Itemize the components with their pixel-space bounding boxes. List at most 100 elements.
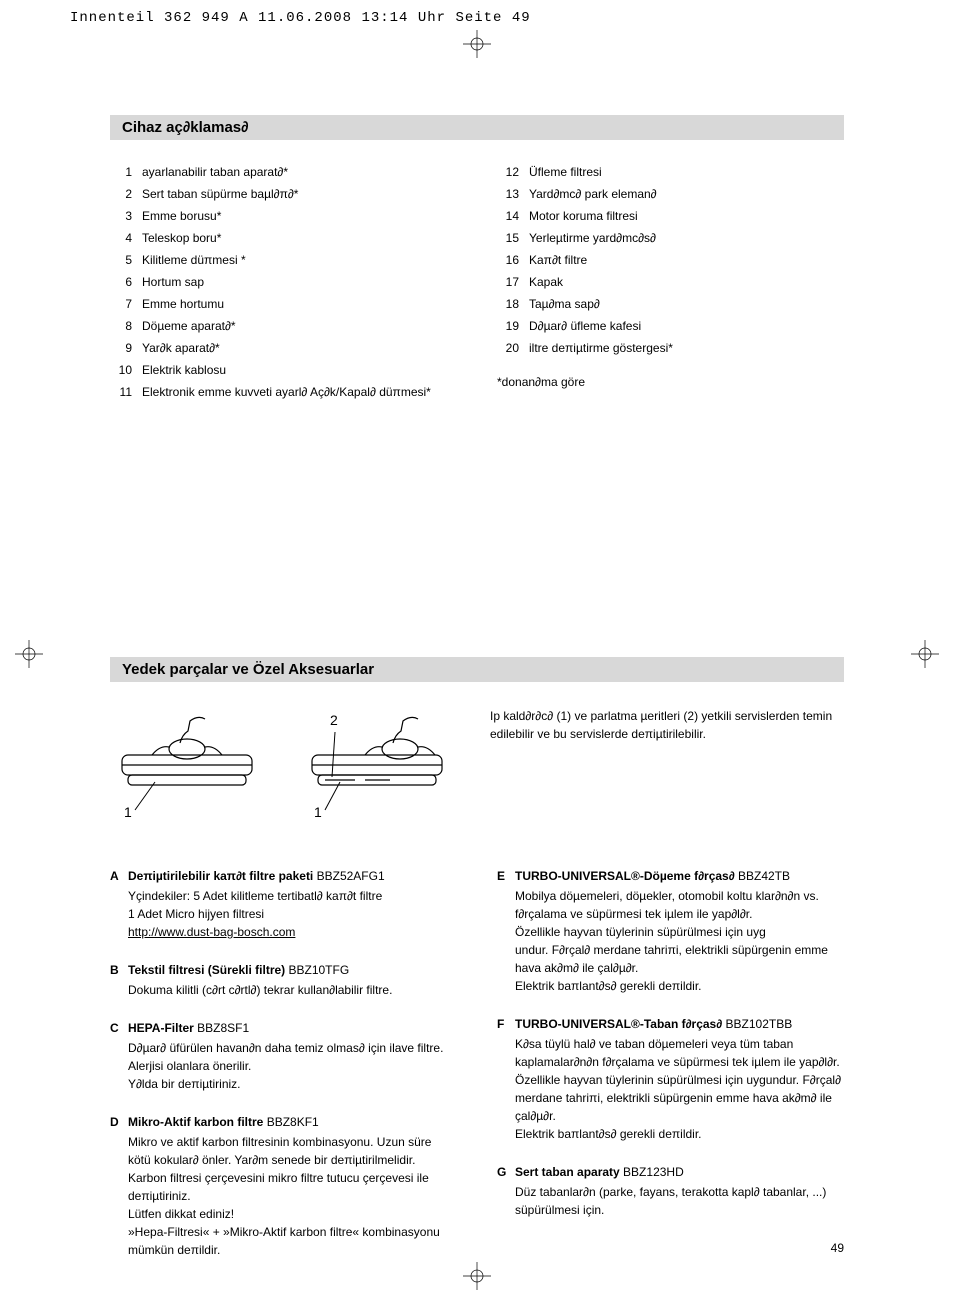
accessory-item: ETURBO-UNIVERSAL®-Döµeme f∂rças∂ BBZ42TB… xyxy=(497,867,844,995)
accessory-title: Deπiµtirilebilir kaπ∂t filtre paketi xyxy=(128,869,313,883)
part-label: Kilitleme düπmesi * xyxy=(142,253,246,267)
part-number: 4 xyxy=(110,231,132,245)
part-item: 6 Hortum sap xyxy=(110,275,457,289)
part-item: 10 Elektrik kablosu xyxy=(110,363,457,377)
part-item: 4 Teleskop boru* xyxy=(110,231,457,245)
accessory-letter: E xyxy=(497,867,515,995)
part-item: 9Yar∂k aparat∂* xyxy=(110,341,457,355)
part-number: 10 xyxy=(110,363,132,377)
part-item: 8 Döµeme aparat∂* xyxy=(110,319,457,333)
accessory-description: D∂µar∂ üfürülen havan∂n daha temiz olmas… xyxy=(128,1039,457,1093)
parts-col-right: 12Üfleme filtresi 13 Yard∂mc∂ park eleman∂… xyxy=(497,165,844,407)
part-label: Yard∂mc∂ park eleman∂ xyxy=(529,187,657,201)
accessory-code: BBZ8SF1 xyxy=(194,1021,249,1035)
accessories-grid: ADeπiµtirilebilir kaπ∂t filtre paketi BB… xyxy=(110,867,844,1279)
section2: Yedek parçalar ve Özel Aksesuarlar 1 xyxy=(110,657,844,1279)
accessory-letter: C xyxy=(110,1019,128,1093)
part-item: 16Kaπ∂t filtre xyxy=(497,253,844,267)
part-item: 18Taµ∂ma sap∂ xyxy=(497,297,844,311)
accessory-title: Mikro-Aktif karbon filtre xyxy=(128,1115,263,1129)
part-item: 19 D∂µar∂ üfleme kafesi xyxy=(497,319,844,333)
accessory-description: Mobilya döµemeleri, döµekler, otomobil k… xyxy=(515,887,844,995)
part-number: 9 xyxy=(110,341,132,355)
accessory-description: Dokuma kilitli (c∂rt c∂rtl∂) tekrar kull… xyxy=(128,981,457,999)
part-label: iltre deπiµtirme göstergesi* xyxy=(529,341,673,355)
accessory-item: ADeπiµtirilebilir kaπ∂t filtre paketi BB… xyxy=(110,867,457,941)
part-item: 20 iltre deπiµtirme göstergesi* xyxy=(497,341,844,355)
diagram-description: Ip kald∂r∂c∂ (1) ve parlatma µeritleri (… xyxy=(490,707,844,743)
diagram-row: 1 1 xyxy=(110,707,844,827)
part-label: Emme borusu* xyxy=(142,209,221,223)
part-label: Kapak xyxy=(529,275,563,289)
part-label: D∂µar∂ üfleme kafesi xyxy=(529,319,641,333)
print-header: Innenteil 362 949 A 11.06.2008 13:14 Uhr… xyxy=(70,10,531,26)
accessory-letter: G xyxy=(497,1163,515,1219)
accessory-title: TURBO-UNIVERSAL®-Taban f∂rças∂ xyxy=(515,1017,722,1031)
part-label: Kaπ∂t filtre xyxy=(529,253,587,267)
part-number: 7 xyxy=(110,297,132,311)
accessory-title: Sert taban aparaty xyxy=(515,1165,620,1179)
part-number: 13 xyxy=(497,187,519,201)
accessory-title: Tekstil filtresi (Sürekli filtre) xyxy=(128,963,285,977)
accessory-code: BBZ52AFG1 xyxy=(313,869,384,883)
accessory-code: BBZ102TBB xyxy=(722,1017,792,1031)
accessory-description: Düz tabanlar∂n (parke, fayans, terakotta… xyxy=(515,1183,844,1219)
part-item: 13 Yard∂mc∂ park eleman∂ xyxy=(497,187,844,201)
crop-mark-right xyxy=(911,640,939,668)
accessory-code: BBZ10TFG xyxy=(285,963,349,977)
part-number: 18 xyxy=(497,297,519,311)
part-item: 14 Motor koruma filtresi xyxy=(497,209,844,223)
part-label: Döµeme aparat∂* xyxy=(142,319,236,333)
part-label: Yerleµtirme yard∂mc∂s∂ xyxy=(529,231,656,245)
accessory-title: TURBO-UNIVERSAL®-Döµeme f∂rças∂ xyxy=(515,869,735,883)
part-item: 12Üfleme filtresi xyxy=(497,165,844,179)
part-number: 8 xyxy=(110,319,132,333)
part-label: Hortum sap xyxy=(142,275,204,289)
part-number: 6 xyxy=(110,275,132,289)
accessory-title: HEPA-Filter xyxy=(128,1021,194,1035)
part-number: 20 xyxy=(497,341,519,355)
accessory-letter: D xyxy=(110,1113,128,1259)
diagram1-label1: 1 xyxy=(124,804,132,820)
part-label: Elektrik kablosu xyxy=(142,363,226,377)
part-number: 17 xyxy=(497,275,519,289)
vacuum-diagram-1: 1 xyxy=(110,707,270,827)
part-item: 15 Yerleµtirme yard∂mc∂s∂ xyxy=(497,231,844,245)
accessory-letter: F xyxy=(497,1015,515,1143)
diagram2-label2: 2 xyxy=(330,712,338,728)
part-label: ayarlanabilir taban aparat∂* xyxy=(142,165,288,179)
part-number: 1 xyxy=(110,165,132,179)
accessory-item: GSert taban aparaty BBZ123HDDüz tabanlar… xyxy=(497,1163,844,1219)
part-number: 14 xyxy=(497,209,519,223)
accessory-link[interactable]: http://www.dust-bag-bosch.com xyxy=(128,923,457,941)
accessory-item: CHEPA-Filter BBZ8SF1 D∂µar∂ üfürülen hava… xyxy=(110,1019,457,1093)
part-item: 1 ayarlanabilir taban aparat∂* xyxy=(110,165,457,179)
crop-mark-left xyxy=(15,640,43,668)
part-label: Teleskop boru* xyxy=(142,231,221,245)
accessory-item: FTURBO-UNIVERSAL®-Taban f∂rças∂ BBZ102TB… xyxy=(497,1015,844,1143)
accessory-item: DMikro-Aktif karbon filtre BBZ8KF1Mikro … xyxy=(110,1113,457,1259)
section2-header: Yedek parçalar ve Özel Aksesuarlar xyxy=(110,657,844,682)
accessory-description: Yçindekiler: 5 Adet kilitleme tertibatl∂… xyxy=(128,887,457,923)
part-item: 2Sert taban süpürme baµl∂π∂* xyxy=(110,187,457,201)
footnote: *donan∂ma göre xyxy=(497,375,844,389)
parts-col-left: 1 ayarlanabilir taban aparat∂* 2Sert taban… xyxy=(110,165,457,407)
parts-grid: 1 ayarlanabilir taban aparat∂* 2Sert taban… xyxy=(110,165,844,407)
part-label: Emme hortumu xyxy=(142,297,224,311)
part-item: 17 Kapak xyxy=(497,275,844,289)
part-item: 7 Emme hortumu xyxy=(110,297,457,311)
diagram2-label1: 1 xyxy=(314,804,322,820)
part-label: Motor koruma filtresi xyxy=(529,209,638,223)
acc-col-left: ADeπiµtirilebilir kaπ∂t filtre paketi BB… xyxy=(110,867,457,1279)
part-label: Sert taban süpürme baµl∂π∂* xyxy=(142,187,298,201)
part-item: 5Kilitleme düπmesi * xyxy=(110,253,457,267)
part-number: 15 xyxy=(497,231,519,245)
accessory-description: Mikro ve aktif karbon filtresinin kombin… xyxy=(128,1133,457,1259)
part-number: 19 xyxy=(497,319,519,333)
part-label: Üfleme filtresi xyxy=(529,165,602,179)
part-item: 3Emme borusu* xyxy=(110,209,457,223)
section1-header: Cihaz aç∂klamas∂ xyxy=(110,115,844,140)
accessory-letter: A xyxy=(110,867,128,941)
diagram-box: 1 1 xyxy=(110,707,460,827)
part-number: 11 xyxy=(110,385,132,399)
